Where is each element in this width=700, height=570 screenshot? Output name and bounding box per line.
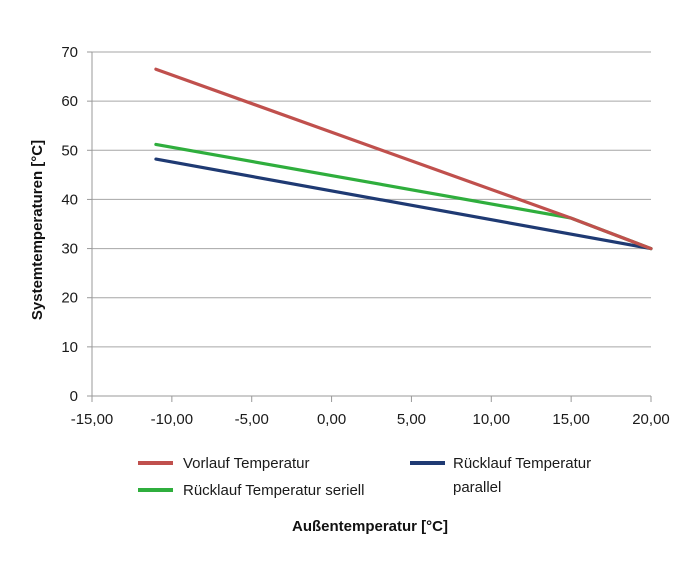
series-line-vorlauf	[154, 67, 653, 251]
y-tick-label: 0	[70, 388, 78, 405]
x-tick-label: 15,00	[552, 411, 590, 428]
x-tick-marks	[91, 396, 652, 402]
legend-label-ruecklauf-parallel-line2: parallel	[453, 479, 501, 496]
x-tick-label: 10,00	[473, 411, 511, 428]
x-tick-label: 5,00	[397, 411, 426, 428]
y-tick-label: 30	[61, 241, 78, 258]
x-tick-labels: -15,00 -10,00 -5,00 0,00 5,00 10,00 15,00 20,00	[71, 411, 670, 428]
y-axis-title: Systemtemperaturen [°C]	[29, 140, 46, 320]
legend-label-ruecklauf-seriell: Rücklauf Temperatur seriell	[183, 482, 364, 499]
series-lines	[154, 67, 653, 251]
y-tick-label: 70	[61, 44, 78, 61]
y-tick-labels: 0 10 20 30 40 50 60 70	[61, 44, 92, 405]
x-tick-label: 20,00	[632, 411, 670, 428]
series-line-ruecklauf-seriell	[154, 142, 653, 251]
y-tick-label: 10	[61, 339, 78, 356]
y-tick-label: 50	[61, 142, 78, 159]
y-tick-label: 40	[61, 191, 78, 208]
series-line-ruecklauf-parallel	[154, 157, 653, 251]
y-tick-label: 20	[61, 290, 78, 307]
legend-label-ruecklauf-parallel-line1: Rücklauf Temperatur	[453, 455, 591, 472]
x-tick-label: -10,00	[151, 411, 194, 428]
x-tick-label: 0,00	[317, 411, 346, 428]
y-tick-label: 60	[61, 93, 78, 110]
x-tick-label: -5,00	[235, 411, 269, 428]
legend-label-vorlauf: Vorlauf Temperatur	[183, 455, 309, 472]
x-tick-label: -15,00	[71, 411, 114, 428]
legend: Vorlauf Temperatur Rücklauf Temperatur s…	[138, 455, 591, 499]
x-axis-title: Außentemperatur [°C]	[292, 518, 448, 535]
